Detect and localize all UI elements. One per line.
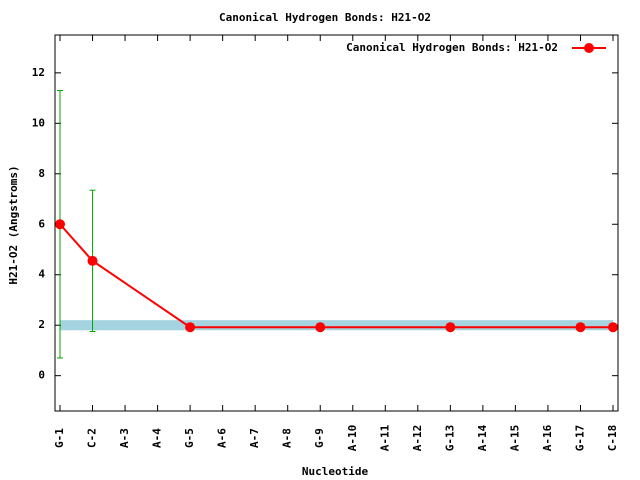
plot-frame xyxy=(54,34,619,412)
y-axis-label: H21-O2 (Angstroms) xyxy=(7,165,20,284)
x-tick-label: A-15 xyxy=(508,425,521,452)
x-tick-label: C-18 xyxy=(606,425,619,452)
data-point xyxy=(445,322,456,333)
plot-area: 0 2 4 6 8 10 12 G-1 C-2 A-3 A-4 G-5 A-6 A-7 A-8 G-9 A-10… xyxy=(32,35,619,451)
legend-marker xyxy=(584,43,594,53)
x-tick-label: A-12 xyxy=(411,425,424,452)
chart-title: Canonical Hydrogen Bonds: H21-O2 xyxy=(219,11,431,24)
data-point xyxy=(185,322,196,333)
data-point xyxy=(608,322,618,333)
x-tick-label: G-9 xyxy=(313,428,326,448)
y-tick-label: 6 xyxy=(38,217,45,230)
x-tick-label: A-3 xyxy=(118,428,131,448)
y-tick-label: 2 xyxy=(38,318,45,331)
y-tick-label: 10 xyxy=(32,116,45,129)
reference-band xyxy=(60,320,613,331)
x-tick-label: C-2 xyxy=(86,428,99,448)
x-axis-label: Nucleotide xyxy=(302,465,369,478)
x-tick-label: A-7 xyxy=(248,428,261,448)
legend-label: Canonical Hydrogen Bonds: H21-O2 xyxy=(346,41,558,54)
y-tick-label: 8 xyxy=(38,167,45,180)
data-point xyxy=(55,219,65,230)
y-tick-label: 0 xyxy=(38,369,45,382)
x-tick-label: A-11 xyxy=(378,424,391,451)
x-tick-label: G-17 xyxy=(573,425,586,452)
data-point xyxy=(87,255,98,266)
y-tick-label: 4 xyxy=(38,268,45,281)
x-tick-label: A-8 xyxy=(281,428,294,448)
x-tick-label: G-13 xyxy=(443,425,456,452)
x-tick-label: A-4 xyxy=(151,428,164,448)
x-tick-label: A-14 xyxy=(476,424,489,451)
x-tick-label: A-10 xyxy=(346,425,359,452)
x-tick-label: A-16 xyxy=(541,424,554,451)
x-tick-label: A-6 xyxy=(216,428,229,448)
x-tick-label: G-5 xyxy=(183,428,196,448)
data-point xyxy=(315,322,326,333)
y-tick-label: 12 xyxy=(32,66,45,79)
data-point xyxy=(575,322,586,333)
x-tick-label: G-1 xyxy=(53,428,66,448)
